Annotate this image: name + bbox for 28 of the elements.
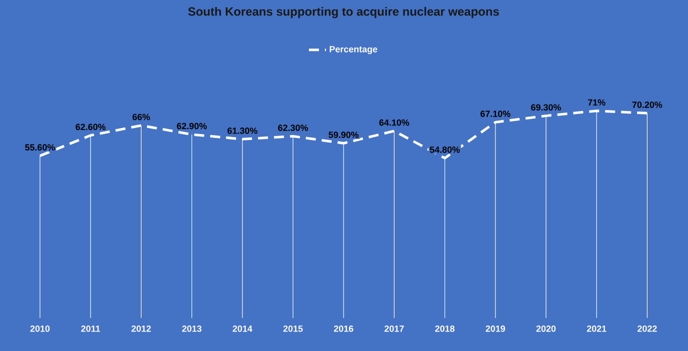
- x-tick-label: 2018: [435, 326, 455, 332]
- x-tick-label: 2022: [638, 326, 657, 332]
- data-label: 71%: [588, 99, 606, 106]
- data-label: 64.10%: [379, 119, 410, 126]
- x-tick-label: 2021: [586, 326, 606, 332]
- x-tick-label: 2012: [132, 326, 151, 332]
- x-tick-label: 2017: [384, 326, 404, 332]
- x-tick-label: 2019: [486, 326, 506, 332]
- data-label: 66%: [132, 114, 150, 120]
- x-tick-label: 2011: [81, 326, 100, 332]
- data-label: 54.80%: [430, 146, 460, 153]
- data-label: 59.90%: [328, 132, 359, 138]
- data-label: 69.30%: [531, 104, 561, 111]
- legend-label: Percentage: [330, 46, 378, 54]
- chart-title: South Koreans supporting to acquire nuclear weapons: [188, 6, 499, 18]
- data-label: 55.60%: [25, 144, 55, 151]
- data-label: 62.60%: [76, 124, 106, 130]
- x-tick-label: 2015: [283, 326, 303, 332]
- x-tick-label: 2013: [182, 326, 202, 332]
- x-tick-label: 2020: [536, 326, 556, 332]
- x-tick-label: 2016: [334, 326, 354, 332]
- data-label: 62.90%: [176, 122, 207, 130]
- data-label: 67.10%: [480, 110, 510, 117]
- data-label: 70.20%: [632, 102, 662, 108]
- x-tick-label: 2010: [30, 326, 50, 332]
- x-tick-label: 2014: [232, 326, 252, 332]
- data-label: 61.30%: [228, 128, 258, 134]
- data-label: 62.30%: [278, 124, 308, 131]
